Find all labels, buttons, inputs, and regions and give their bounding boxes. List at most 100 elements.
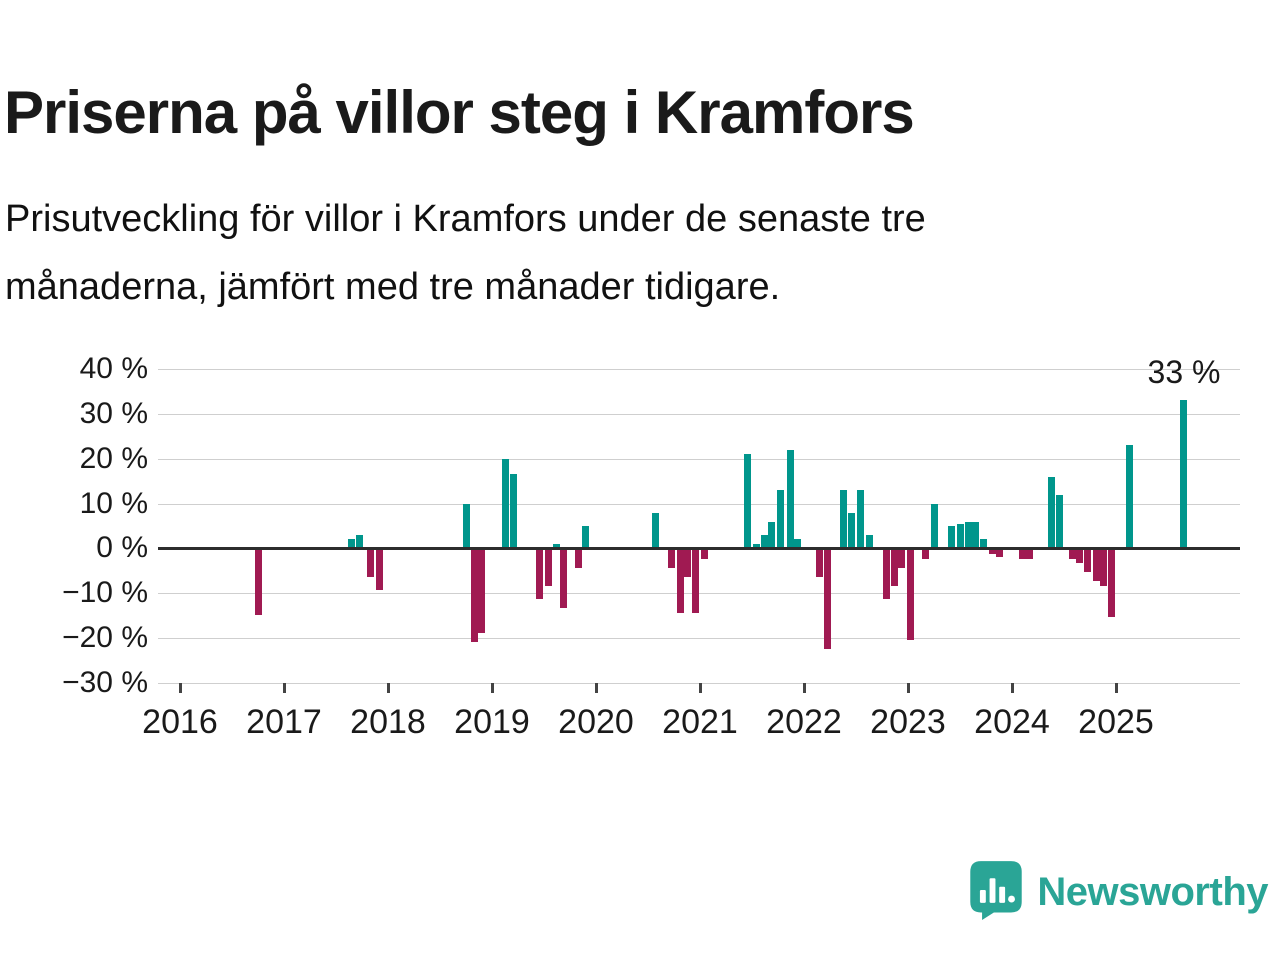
x-axis-tick [178, 683, 182, 694]
gridline [158, 503, 1240, 505]
y-axis-tick-label: −30 % [62, 666, 148, 700]
x-axis-tick [802, 683, 806, 694]
bar-negative [898, 549, 906, 568]
y-axis-tick-label: −10 % [62, 576, 148, 610]
bar-negative [684, 549, 692, 577]
bar-positive [552, 543, 560, 549]
bar-positive [856, 490, 864, 549]
gridline [158, 638, 1240, 640]
bar-positive [948, 526, 956, 549]
x-axis-tick [594, 683, 598, 694]
x-axis-tick-label: 2017 [246, 703, 322, 742]
y-axis-tick-label: 0 % [96, 531, 148, 565]
bar-positive [760, 534, 768, 549]
subtitle-line-2: månaderna, jämfört med tre månader tidig… [5, 266, 781, 308]
bar-negative [996, 549, 1004, 557]
bar-negative [700, 549, 708, 559]
bar-positive [768, 521, 776, 549]
bar-negative [906, 549, 914, 640]
bar-positive [744, 454, 752, 549]
bar-negative [574, 549, 582, 568]
newsworthy-wordmark: Newsworthy [1037, 870, 1268, 914]
bar-negative [882, 549, 890, 600]
x-axis-zero-line [158, 546, 1240, 550]
x-axis-tick-label: 2020 [558, 703, 634, 742]
x-axis-tick-label: 2018 [350, 703, 426, 742]
bar-negative [1084, 549, 1092, 573]
bar-negative [676, 549, 684, 613]
subtitle-line-1: Prisutveckling för villor i Kramfors und… [5, 198, 926, 240]
x-axis-tick [698, 683, 702, 694]
bar-positive [348, 539, 356, 549]
gridline [158, 413, 1240, 415]
bar-negative [1018, 549, 1026, 559]
x-axis-tick-label: 2023 [870, 703, 946, 742]
bar-positive [1126, 445, 1134, 549]
bar-positive [866, 534, 874, 549]
bar-negative [1092, 549, 1100, 582]
bar-positive [462, 503, 470, 549]
bar-positive [964, 521, 972, 549]
bar-positive [752, 543, 760, 549]
bar-positive [980, 539, 988, 549]
bar-negative [536, 549, 544, 600]
x-axis-tick-label: 2019 [454, 703, 530, 742]
bar-negative [816, 549, 824, 577]
x-axis-tick [282, 683, 286, 694]
bar-positive [840, 490, 848, 549]
bar-positive [651, 512, 659, 549]
newsworthy-brand: Newsworthy [969, 860, 1268, 925]
bar-positive [1180, 400, 1188, 549]
bar-negative [1076, 549, 1084, 564]
x-axis-tick [386, 683, 390, 694]
bar-positive [972, 521, 980, 549]
x-axis-tick [1114, 683, 1118, 694]
bar-negative [366, 549, 374, 577]
x-axis-tick [1010, 683, 1014, 694]
bar-negative [668, 549, 676, 568]
bar-positive [1056, 494, 1064, 549]
gridline [158, 369, 1240, 370]
bar-negative [824, 549, 832, 649]
bar-positive [356, 534, 364, 549]
newsworthy-logo-icon [969, 860, 1023, 925]
bar-positive [510, 474, 518, 549]
bar-positive [930, 503, 938, 549]
bar-negative [1068, 549, 1076, 559]
y-axis-tick-label: −20 % [62, 621, 148, 655]
bar-chart: 33 % 40 % 30 % 20 % 10 % 0 % −10 % −20 % −30 % 2… [0, 340, 1280, 750]
bar-negative [544, 549, 552, 586]
bar-negative [254, 549, 262, 615]
bar-negative [692, 549, 700, 613]
bar-negative [478, 549, 486, 633]
y-axis-tick-label: 20 % [79, 441, 148, 475]
bar-positive [1048, 476, 1056, 549]
chart-subtitle: Prisutveckling för villor i Kramfors und… [5, 185, 1245, 321]
y-axis-tick-label: 30 % [79, 396, 148, 430]
bar-negative [922, 549, 930, 559]
x-axis-tick-label: 2024 [974, 703, 1050, 742]
bar-negative [1108, 549, 1116, 618]
bar-negative [560, 549, 568, 609]
page-title: Priserna på villor steg i Kramfors [4, 79, 915, 147]
x-axis-tick-label: 2021 [662, 703, 738, 742]
bar-positive [582, 526, 590, 549]
bar-positive [776, 490, 784, 549]
bar-negative [376, 549, 384, 591]
x-axis-tick [490, 683, 494, 694]
bar-positive [794, 539, 802, 549]
bar-negative [1100, 549, 1108, 586]
bar-positive [786, 449, 794, 549]
bar-negative [890, 549, 898, 586]
bar-negative [988, 549, 996, 555]
y-axis-tick-label: 40 % [79, 352, 148, 385]
last-value-label: 33 % [1147, 354, 1221, 390]
bar-negative [1026, 549, 1034, 559]
bar-positive [502, 458, 510, 549]
bar-positive [848, 512, 856, 549]
y-axis-tick-label: 10 % [79, 486, 148, 520]
x-axis-tick-label: 2025 [1078, 703, 1154, 742]
x-axis-tick [906, 683, 910, 694]
bar-positive [956, 523, 964, 549]
x-axis-tick-label: 2022 [766, 703, 842, 742]
